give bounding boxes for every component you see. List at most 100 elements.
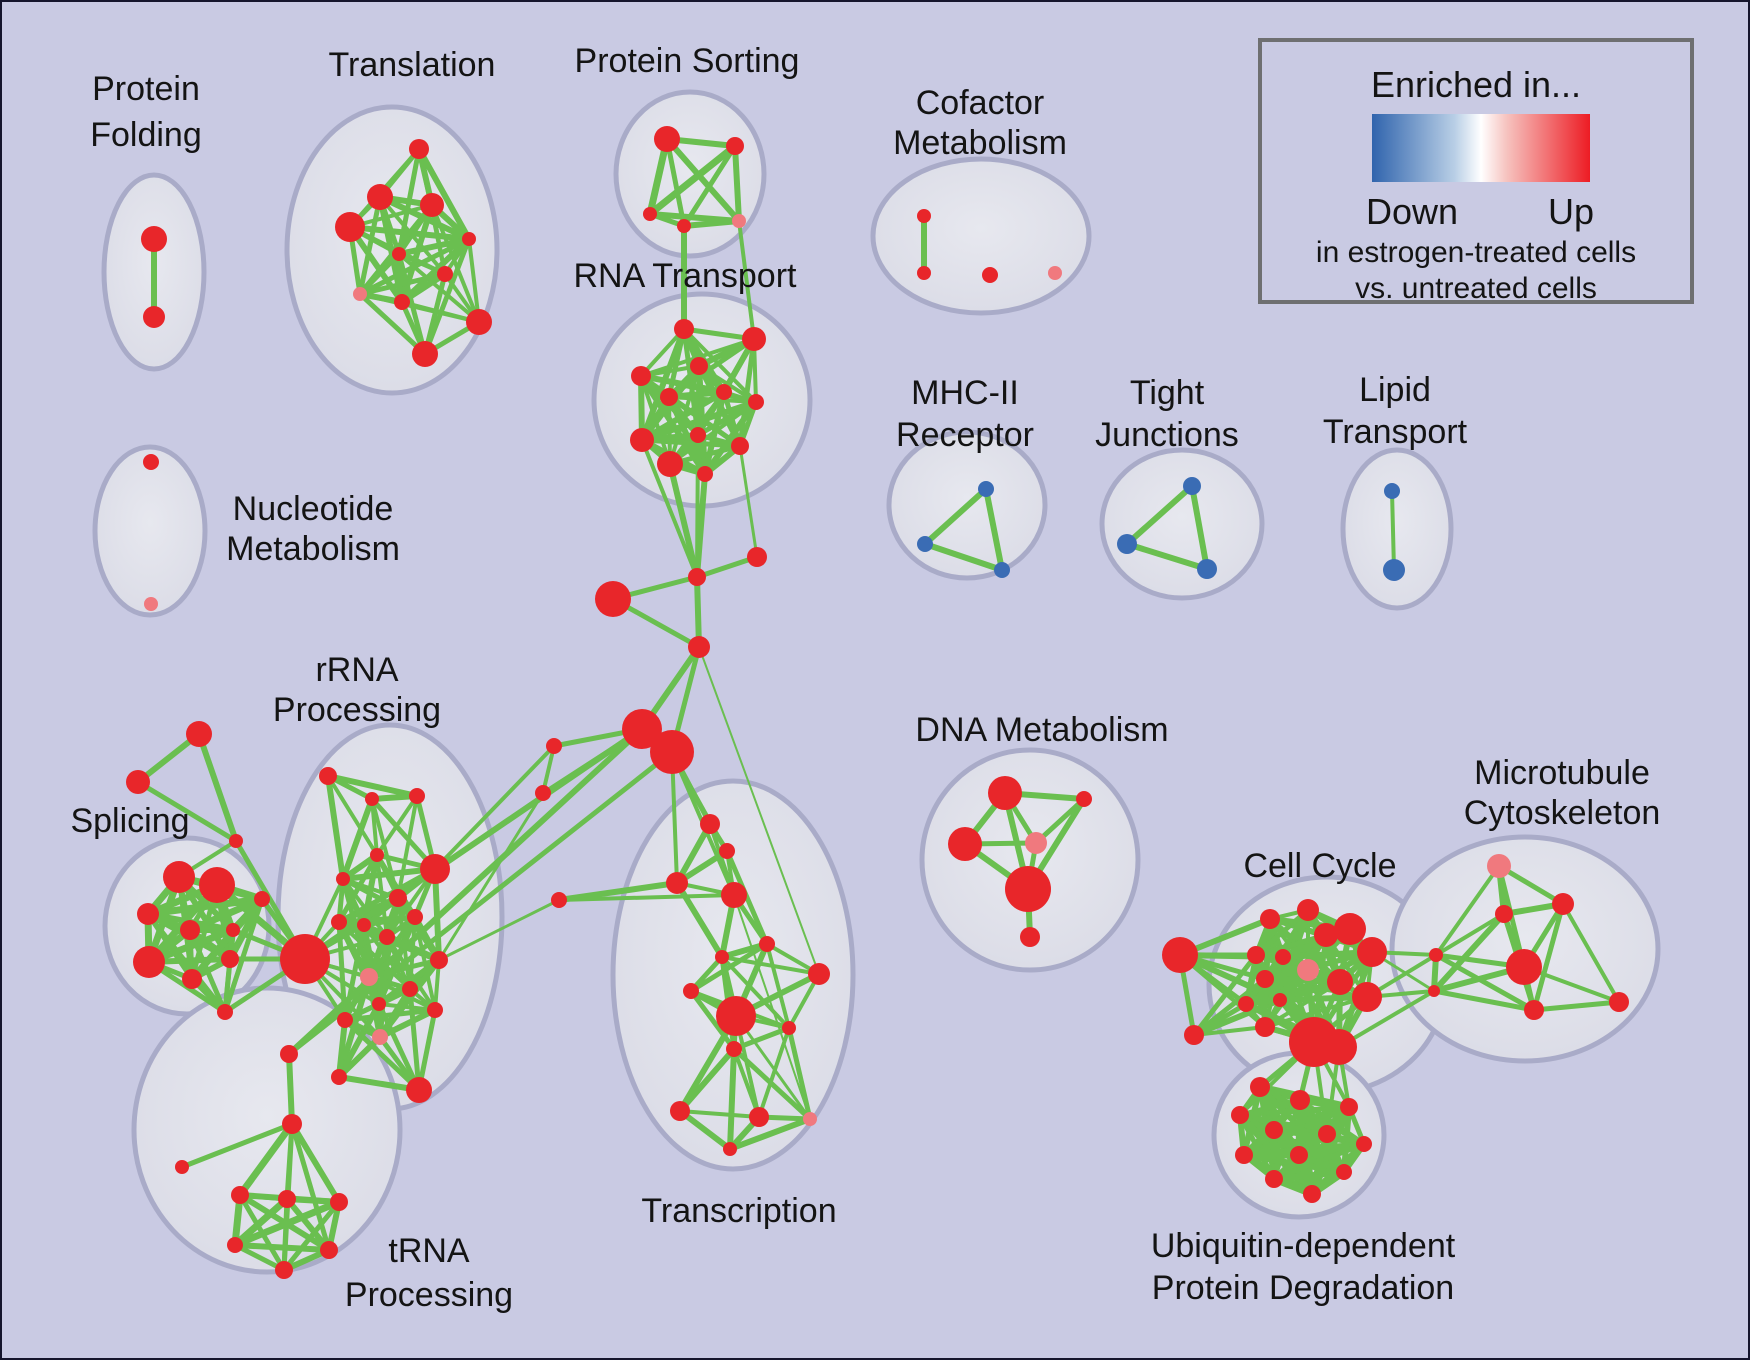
dna-metabolism-node[interactable] [988, 776, 1022, 810]
translation-node[interactable] [353, 287, 367, 301]
rrna-processing-node[interactable] [336, 872, 350, 886]
splicing-node[interactable] [163, 861, 195, 893]
rna-transport-node[interactable] [742, 327, 766, 351]
central-chain-node[interactable] [546, 738, 562, 754]
cell-cycle-node[interactable] [1255, 1017, 1275, 1037]
microtubule-cytoskeleton-node[interactable] [1495, 905, 1513, 923]
translation-node[interactable] [394, 294, 410, 310]
dna-metabolism-node[interactable] [948, 827, 982, 861]
protein-sorting-node[interactable] [732, 214, 746, 228]
transcription-node[interactable] [683, 983, 699, 999]
cofactor-metabolism-node[interactable] [917, 209, 931, 223]
rrna-processing-node[interactable] [365, 792, 379, 806]
cell-cycle-node[interactable] [1256, 970, 1274, 988]
splicing-node[interactable] [217, 1004, 233, 1020]
ubiquitin-degradation-node[interactable] [1336, 1164, 1352, 1180]
rrna-processing-node[interactable] [430, 951, 448, 969]
cell-cycle-node[interactable] [1334, 913, 1366, 945]
trna-processing-node[interactable] [275, 1261, 293, 1279]
rrna-processing-node[interactable] [427, 1002, 443, 1018]
cell-cycle-node[interactable] [1297, 959, 1319, 981]
transcription-node[interactable] [721, 882, 747, 908]
rrna-processing-node[interactable] [319, 767, 337, 785]
central-chain-node[interactable] [688, 636, 710, 658]
tight-junctions-node[interactable] [1117, 534, 1137, 554]
trna-processing-node[interactable] [282, 1114, 302, 1134]
trna-processing-node[interactable] [278, 1190, 296, 1208]
translation-node[interactable] [392, 247, 406, 261]
rrna-processing-node[interactable] [370, 848, 384, 862]
splicing-outlier-triangle-node[interactable] [229, 834, 243, 848]
splicing-node[interactable] [137, 903, 159, 925]
transcription-node[interactable] [803, 1112, 817, 1126]
trna-processing-node[interactable] [280, 1045, 298, 1063]
mhc-ii-receptor-node[interactable] [978, 481, 994, 497]
microtubule-cytoskeleton-node[interactable] [1506, 949, 1542, 985]
ubiquitin-degradation-node[interactable] [1235, 1146, 1253, 1164]
splicing-node[interactable] [199, 867, 235, 903]
transcription-node[interactable] [670, 1101, 690, 1121]
trna-processing-node[interactable] [227, 1237, 243, 1253]
rrna-processing-node[interactable] [360, 968, 378, 986]
tight-junctions-node[interactable] [1197, 559, 1217, 579]
lipid-transport-node[interactable] [1383, 559, 1405, 581]
translation-node[interactable] [462, 232, 476, 246]
cell-cycle-node[interactable] [1247, 946, 1265, 964]
protein-sorting-node[interactable] [643, 207, 657, 221]
trna-processing-node[interactable] [231, 1186, 249, 1204]
central-chain-node[interactable] [595, 581, 631, 617]
cofactor-metabolism-node[interactable] [917, 266, 931, 280]
rna-transport-node[interactable] [657, 451, 683, 477]
rna-transport-node[interactable] [674, 319, 694, 339]
central-chain-node[interactable] [650, 730, 694, 774]
cell-cycle-node[interactable] [1162, 937, 1198, 973]
rrna-processing-node[interactable] [337, 1012, 353, 1028]
microtubule-cytoskeleton-node[interactable] [1428, 985, 1440, 997]
ubiquitin-degradation-node[interactable] [1250, 1077, 1270, 1097]
protein-folding-node[interactable] [143, 306, 165, 328]
transcription-node[interactable] [700, 814, 720, 834]
rna-transport-node[interactable] [697, 466, 713, 482]
transcription-node[interactable] [716, 996, 756, 1036]
transcription-node[interactable] [726, 1041, 742, 1057]
splicing-outlier-triangle-node[interactable] [186, 721, 212, 747]
splicing-node[interactable] [226, 923, 240, 937]
transcription-node[interactable] [759, 936, 775, 952]
central-chain-node[interactable] [688, 568, 706, 586]
transcription-node[interactable] [723, 1142, 737, 1156]
cell-cycle-node[interactable] [1297, 899, 1319, 921]
microtubule-cytoskeleton-node[interactable] [1487, 854, 1511, 878]
rrna-processing-node[interactable] [407, 909, 423, 925]
cell-cycle-node[interactable] [1357, 937, 1387, 967]
ubiquitin-degradation-node[interactable] [1290, 1146, 1308, 1164]
lipid-transport-node[interactable] [1384, 483, 1400, 499]
translation-node[interactable] [335, 212, 365, 242]
translation-node[interactable] [367, 184, 393, 210]
mhc-ii-receptor-node[interactable] [994, 562, 1010, 578]
ubiquitin-degradation-node[interactable] [1265, 1170, 1283, 1188]
ubiquitin-degradation-node[interactable] [1290, 1090, 1310, 1110]
ubiquitin-degradation-node[interactable] [1303, 1185, 1321, 1203]
trna-processing-node[interactable] [330, 1193, 348, 1211]
ubiquitin-degradation-node[interactable] [1265, 1121, 1283, 1139]
cell-cycle-node[interactable] [1184, 1025, 1204, 1045]
transcription-node[interactable] [782, 1021, 796, 1035]
trna-processing-node[interactable] [320, 1241, 338, 1259]
splicing-outlier-triangle-node[interactable] [126, 770, 150, 794]
cell-cycle-node[interactable] [1238, 996, 1254, 1012]
dna-metabolism-node[interactable] [1020, 927, 1040, 947]
tight-junctions-node[interactable] [1183, 477, 1201, 495]
protein-folding-node[interactable] [141, 226, 167, 252]
rrna-processing-node[interactable] [389, 889, 407, 907]
rrna-processing-node[interactable] [331, 914, 347, 930]
translation-node[interactable] [437, 266, 453, 282]
rrna-processing-node[interactable] [406, 1077, 432, 1103]
microtubule-cytoskeleton-node[interactable] [1609, 992, 1629, 1012]
splicing-node[interactable] [182, 969, 202, 989]
rna-transport-node[interactable] [731, 437, 749, 455]
rrna-processing-node[interactable] [372, 997, 386, 1011]
transcription-node[interactable] [719, 843, 735, 859]
cell-cycle-node[interactable] [1327, 969, 1353, 995]
splicing-node[interactable] [133, 946, 165, 978]
splicing-node[interactable] [221, 950, 239, 968]
